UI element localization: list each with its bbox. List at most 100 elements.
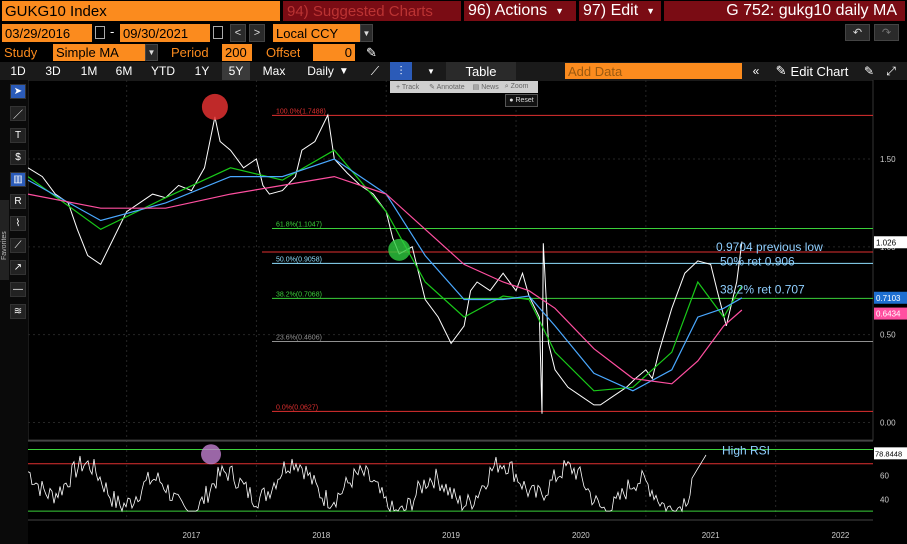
x-axis: 2017 2018 2019 2020 2021 2022 [28,519,873,540]
brush-icon[interactable]: ⌇ [10,216,26,231]
trend-icon[interactable]: ⟋ [10,238,26,253]
end-date-field[interactable]: 09/30/2021 [120,24,210,42]
range-ytd[interactable]: YTD [151,64,175,78]
last-price-tag-bg [874,236,907,249]
redo-icon[interactable]: ↷ [874,24,899,41]
channel-icon[interactable]: ≋ [10,304,26,319]
offset-label: Offset [266,45,301,60]
ray-icon[interactable]: ↗ [10,260,26,275]
line-chart-icon[interactable]: ⟋ [370,63,380,78]
track-button[interactable]: + Track [396,83,420,91]
rsi-last-tag: 78.8448 [875,449,902,458]
x-tick-label: 2017 [183,531,201,540]
x-tick-label: 2020 [572,531,590,540]
ma-mid-line [27,158,743,392]
last-price-tag: 1.026 [876,238,897,247]
bar-chart-icon[interactable]: ⫶ [390,62,412,80]
range-1m[interactable]: 1M [80,64,98,78]
horizontal-line-icon[interactable]: — [10,282,26,297]
pencil-icon: ✎ [775,63,787,78]
dropdown-icon: ▼ [555,6,565,16]
high-rsi-annotation: High RSI [722,443,770,457]
period-label: Period [171,45,209,60]
period-field[interactable]: 200 [222,44,252,61]
dropdown-icon: ▼ [338,65,349,77]
range-5y[interactable]: 5Y [222,62,250,80]
ma-short-line [27,149,743,392]
study-label: Study [4,45,38,60]
range-3d[interactable]: 3D [45,64,61,78]
range-6m[interactable]: 6M [115,64,133,78]
fib-label: 0.0%(0.0627) [276,404,318,411]
x-tick-label: 2021 [702,531,720,540]
window-title: G 752: gukg10 daily MA [664,1,905,21]
fib-label: 23.6%(0.4606) [276,335,322,342]
rsi-tick-label: 40 [880,495,889,504]
favorites-tab[interactable]: Favorites [0,200,9,280]
x-tick-label: 2018 [312,531,330,540]
currency-select[interactable]: Local CCY [273,24,363,42]
previous-low-annotation: 0.9704 previous low [716,240,823,254]
annotate-button[interactable]: ✎ Annotate [429,84,465,91]
dropdown-icon: ▼ [646,6,656,16]
chart-mini-toolbar: + Track ✎ Annotate ▤ News ⌕ Zoom [390,81,538,93]
pencil-icon[interactable]: ✎ [366,44,377,60]
edit-menu[interactable]: 97) Edit ▼ [579,1,661,21]
fibonacci-levels: 100.0%(1.7488) 61.8%(1.1047) 50.0%(0.9058)… [262,108,873,412]
news-button[interactable]: ▤ News [472,84,499,91]
study-type-select[interactable]: Simple MA [53,44,147,61]
regression-icon[interactable]: R [10,194,26,209]
x-tick-label: 2019 [442,531,460,540]
text-tool-icon[interactable]: T [10,128,26,143]
edit-icon[interactable]: ✎ [863,64,875,78]
offset-field[interactable]: 0 [313,44,355,61]
draw-line-icon[interactable]: ／ [10,106,26,121]
y-tick-label: 0.00 [880,418,896,427]
reset-button[interactable]: ● Reset [505,94,538,107]
price-chart[interactable]: 1.501.000.500.00 100.0%(1.7488)61.8%(1.1… [0,80,907,544]
chart-type-dropdown-icon[interactable]: ▼ [427,66,435,76]
ma-long-tag: 0.6434 [876,310,901,319]
ma-long-line [27,175,743,385]
fib-label: 50.0%(0.9058) [276,256,322,263]
collapse-icon[interactable]: « [752,64,760,78]
fib-label: 38.2%(0.7068) [276,291,322,298]
start-date-field[interactable]: 03/29/2016 [2,24,92,42]
rsi-last-tag-bg [874,447,907,460]
range-1y[interactable]: 1Y [194,64,210,78]
prev-period-button[interactable]: < [230,24,246,42]
fib-label: 100.0%(1.7488) [276,108,326,115]
edit-chart-button[interactable]: ✎ Edit Chart [775,63,849,79]
left-sidebar: ➤ ／ T $ ▥ R ⌇ ⟋ ↗ — ≋ Favorites [0,80,28,544]
undo-icon[interactable]: ↶ [845,24,870,41]
currency-dropdown-icon[interactable]: ▼ [360,24,373,42]
rsi-panel: 60 40 High RSI 78.8448 [27,440,907,513]
next-period-button[interactable]: > [249,24,265,42]
rsi-tick-label: 60 [880,472,889,481]
calendar-icon[interactable] [213,26,223,39]
actions-menu[interactable]: 96) Actions ▼ [464,1,576,21]
study-dropdown-icon[interactable]: ▼ [145,44,158,61]
suggested-charts-button[interactable]: 94) Suggested Charts [283,1,461,21]
ma-mid-tag: 0.7103 [876,294,901,303]
frequency-select[interactable]: Daily ▼ [307,64,349,78]
y-tick-label: 1.50 [880,155,896,164]
candle-icon[interactable]: ▥ [10,172,26,187]
grid: 1.501.000.500.00 [28,80,896,518]
zoom-button[interactable]: ⌕ Zoom [504,83,529,90]
pointer-icon[interactable]: ➤ [10,84,26,99]
expand-icon[interactable]: ⤢ [886,63,896,78]
ticker-field[interactable]: GUKG10 Index [2,1,280,21]
ma-long-tag-bg [874,307,907,320]
table-button[interactable]: Table [446,62,516,80]
study-tool-icon[interactable]: $ [10,150,26,165]
rsi-high-marker [201,444,222,465]
low-marker [388,238,411,261]
high-marker [201,93,228,120]
calendar-icon[interactable] [95,26,105,39]
add-data-field[interactable]: Add Data [565,63,742,79]
range-1d[interactable]: 1D [10,64,26,78]
range-max[interactable]: Max [262,64,286,78]
rsi-line [27,454,707,513]
